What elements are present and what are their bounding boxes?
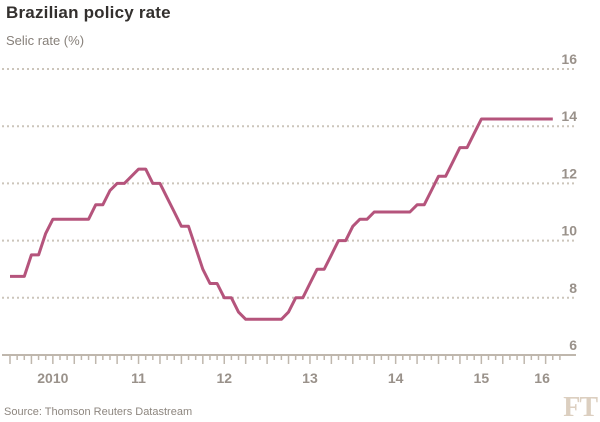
x-axis-label-11: 11	[131, 370, 146, 386]
x-axis-label-16: 16	[534, 370, 550, 386]
x-axis-label-13: 13	[302, 370, 318, 386]
x-axis-label-14: 14	[388, 370, 404, 386]
y-axis-label-8: 8	[569, 280, 577, 296]
x-axis-label-12: 12	[216, 370, 232, 386]
ft-logo: FT	[563, 392, 598, 422]
selic-rate-line	[10, 117, 553, 321]
chart-title: Brazilian policy rate	[6, 3, 171, 22]
y-axis-label-14: 14	[561, 108, 577, 124]
y-axis-label-10: 10	[561, 223, 577, 239]
x-axis-label-2010: 2010	[37, 370, 68, 386]
chart-subtitle: Selic rate (%)	[6, 33, 85, 48]
x-axis-label-15: 15	[474, 370, 490, 386]
y-axis-label-6: 6	[569, 337, 577, 353]
y-axis-label-12: 12	[561, 165, 577, 181]
source-note: Source: Thomson Reuters Datastream	[4, 406, 193, 418]
y-axis-label-16: 16	[561, 51, 577, 67]
